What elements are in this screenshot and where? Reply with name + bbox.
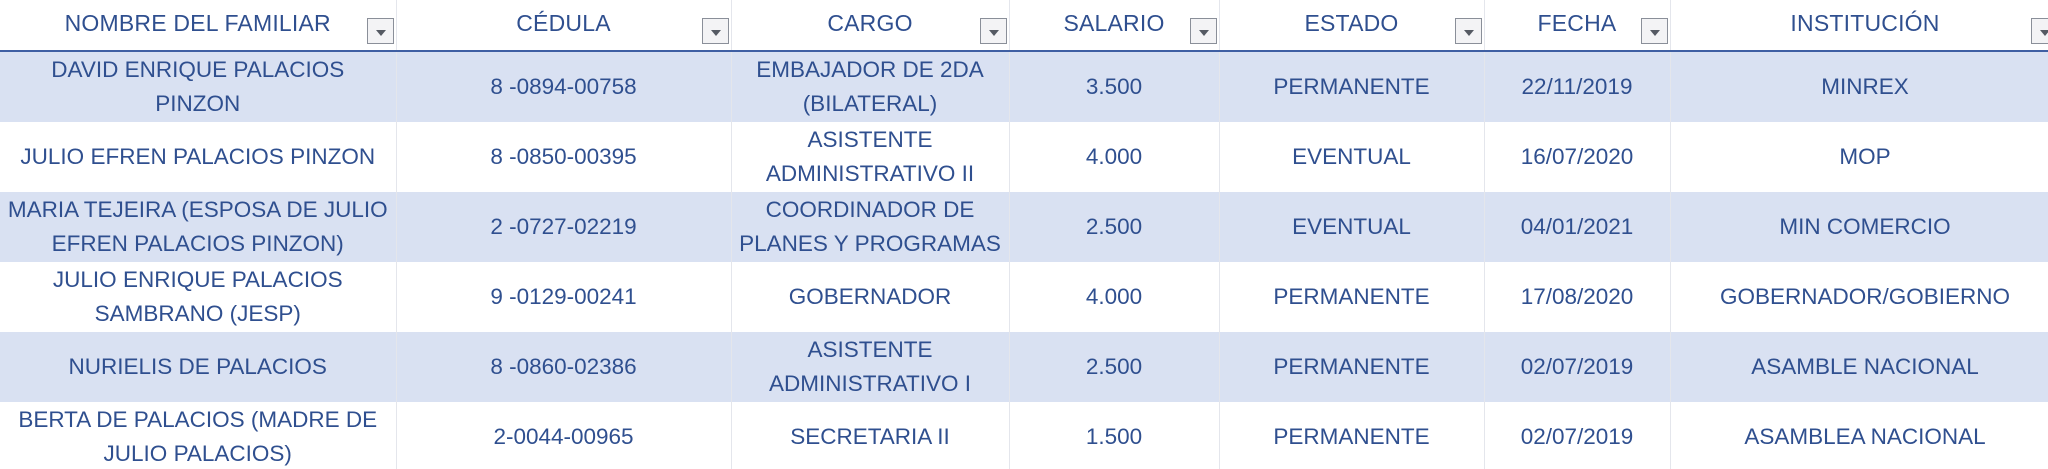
cell-cedula[interactable]: 2-0044-00965 (396, 402, 732, 469)
cell-estado[interactable]: PERMANENTE (1219, 332, 1485, 402)
column-header-label: ESTADO (1304, 10, 1399, 36)
cell-nombre[interactable]: MARIA TEJEIRA (ESPOSA DE JULIO EFREN PAL… (0, 192, 397, 262)
header-row: NOMBRE DEL FAMILIAR CÉDULA CARGO SALARIO… (0, 0, 2048, 52)
cell-institucion[interactable]: MIN COMERCIO (1670, 192, 2048, 262)
column-header-label: CÉDULA (516, 10, 611, 36)
cell-cargo[interactable]: EMBAJADOR DE 2DA (BILATERAL) (731, 51, 1010, 122)
cell-cargo[interactable]: SECRETARIA II (731, 402, 1010, 469)
cell-institucion[interactable]: MINREX (1670, 51, 2048, 122)
column-header-cedula: CÉDULA (396, 0, 732, 52)
cell-salario[interactable]: 4.000 (1009, 122, 1220, 192)
table-row: MARIA TEJEIRA (ESPOSA DE JULIO EFREN PAL… (0, 192, 2048, 262)
column-header-cargo: CARGO (731, 0, 1010, 52)
cell-fecha[interactable]: 02/07/2019 (1484, 332, 1671, 402)
column-header-label: SALARIO (1063, 10, 1165, 36)
table-row: DAVID ENRIQUE PALACIOS PINZON 8 -0894-00… (0, 51, 2048, 122)
cell-fecha[interactable]: 16/07/2020 (1484, 122, 1671, 192)
column-header-label: NOMBRE DEL FAMILIAR (64, 10, 331, 36)
cell-estado[interactable]: EVENTUAL (1219, 192, 1485, 262)
column-header-institucion: INSTITUCIÓN (1670, 0, 2048, 52)
cell-nombre[interactable]: NURIELIS DE PALACIOS (0, 332, 397, 402)
cell-cedula[interactable]: 2 -0727-02219 (396, 192, 732, 262)
cell-salario[interactable]: 4.000 (1009, 262, 1220, 332)
cell-fecha[interactable]: 04/01/2021 (1484, 192, 1671, 262)
cell-nombre[interactable]: JULIO ENRIQUE PALACIOS SAMBRANO (JESP) (0, 262, 397, 332)
cell-salario[interactable]: 2.500 (1009, 192, 1220, 262)
cell-cargo[interactable]: COORDINADOR DE PLANES Y PROGRAMAS (731, 192, 1010, 262)
cell-estado[interactable]: PERMANENTE (1219, 51, 1485, 122)
cell-institucion[interactable]: MOP (1670, 122, 2048, 192)
dropdown-filter-icon[interactable] (366, 18, 394, 44)
cell-nombre[interactable]: DAVID ENRIQUE PALACIOS PINZON (0, 51, 397, 122)
dropdown-filter-icon[interactable] (701, 18, 729, 44)
cell-estado[interactable]: PERMANENTE (1219, 402, 1485, 469)
cell-cargo[interactable]: ASISTENTE ADMINISTRATIVO I (731, 332, 1010, 402)
cell-salario[interactable]: 1.500 (1009, 402, 1220, 469)
table-row: JULIO EFREN PALACIOS PINZON 8 -0850-0039… (0, 122, 2048, 192)
cell-cargo[interactable]: ASISTENTE ADMINISTRATIVO II (731, 122, 1010, 192)
cell-institucion[interactable]: GOBERNADOR/GOBIERNO (1670, 262, 2048, 332)
table-row: BERTA DE PALACIOS (MADRE DE JULIO PALACI… (0, 402, 2048, 469)
cell-salario[interactable]: 3.500 (1009, 51, 1220, 122)
cell-cedula[interactable]: 8 -0894-00758 (396, 51, 732, 122)
cell-fecha[interactable]: 02/07/2019 (1484, 402, 1671, 469)
dropdown-filter-icon[interactable] (1189, 18, 1217, 44)
column-header-salario: SALARIO (1009, 0, 1220, 52)
cell-cedula[interactable]: 8 -0860-02386 (396, 332, 732, 402)
column-header-estado: ESTADO (1219, 0, 1485, 52)
cell-institucion[interactable]: ASAMBLE NACIONAL (1670, 332, 2048, 402)
cell-fecha[interactable]: 22/11/2019 (1484, 51, 1671, 122)
dropdown-filter-icon[interactable] (979, 18, 1007, 44)
cell-fecha[interactable]: 17/08/2020 (1484, 262, 1671, 332)
cell-cedula[interactable]: 9 -0129-00241 (396, 262, 732, 332)
column-header-label: CARGO (827, 10, 913, 36)
cell-nombre[interactable]: JULIO EFREN PALACIOS PINZON (0, 122, 397, 192)
cell-cedula[interactable]: 8 -0850-00395 (396, 122, 732, 192)
dropdown-filter-icon[interactable] (1454, 18, 1482, 44)
cell-salario[interactable]: 2.500 (1009, 332, 1220, 402)
cell-cargo[interactable]: GOBERNADOR (731, 262, 1010, 332)
dropdown-filter-icon[interactable] (2030, 18, 2048, 44)
cell-institucion[interactable]: ASAMBLEA NACIONAL (1670, 402, 2048, 469)
cell-estado[interactable]: EVENTUAL (1219, 122, 1485, 192)
cell-nombre[interactable]: BERTA DE PALACIOS (MADRE DE JULIO PALACI… (0, 402, 397, 469)
column-header-label: FECHA (1537, 10, 1617, 36)
table-row: NURIELIS DE PALACIOS 8 -0860-02386 ASIST… (0, 332, 2048, 402)
cell-estado[interactable]: PERMANENTE (1219, 262, 1485, 332)
dropdown-filter-icon[interactable] (1640, 18, 1668, 44)
column-header-label: INSTITUCIÓN (1790, 10, 1940, 36)
column-header-nombre: NOMBRE DEL FAMILIAR (0, 0, 397, 52)
table-row: JULIO ENRIQUE PALACIOS SAMBRANO (JESP) 9… (0, 262, 2048, 332)
column-header-fecha: FECHA (1484, 0, 1671, 52)
